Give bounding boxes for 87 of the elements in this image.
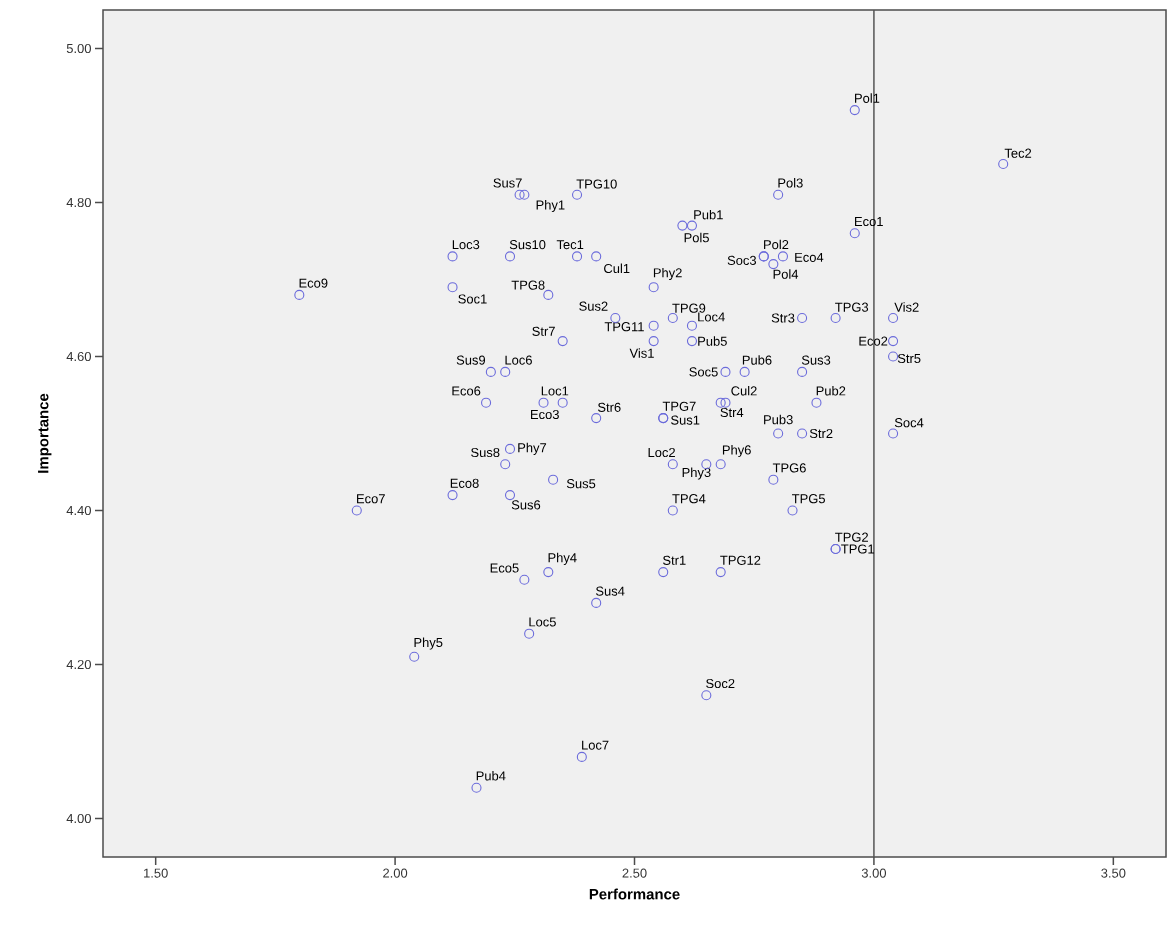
annotation: Sus6: [511, 500, 541, 510]
annotation: Phy3: [682, 467, 711, 480]
annotation: Str6: [597, 402, 621, 412]
annotation: TPG4: [672, 494, 706, 504]
annotation: Sus4: [595, 586, 625, 596]
annotation: Soc1: [458, 294, 487, 304]
annotation: Loc6: [505, 355, 532, 365]
annotation: Loc3: [452, 240, 480, 250]
x-tick-label: 2.00: [383, 868, 408, 878]
y-tick-label: 4.00: [66, 813, 91, 824]
annotation: Phy4: [548, 552, 577, 565]
annotation: Sus8: [471, 447, 500, 458]
annotation: Sus5: [566, 479, 596, 489]
annotation: Soc3: [727, 255, 757, 265]
annotation: Pol4: [773, 269, 799, 279]
annotation: TPG9: [672, 303, 706, 313]
annotation: Tec1: [556, 240, 584, 250]
annotation: Sus1: [671, 415, 700, 425]
annotation: Vis2: [894, 302, 919, 312]
annotation: Str5: [897, 353, 921, 364]
annotation: Str7: [532, 326, 555, 336]
annotation: TPG7: [662, 401, 696, 411]
annotation: Sus7: [493, 178, 522, 188]
annotation: Pub1: [694, 209, 723, 220]
annotation: Eco7: [357, 494, 385, 504]
y-tick-label: 4.80: [66, 197, 91, 208]
annotation: Pol1: [855, 93, 880, 103]
annotation: Sus9: [456, 355, 486, 365]
annotation: TPG6: [772, 463, 806, 473]
annotation: Pol3: [778, 178, 803, 188]
y-tick-label: 4.40: [66, 505, 91, 516]
annotation: Phy7: [518, 442, 547, 455]
annotation: TPG5: [792, 494, 825, 504]
annotation: TPG3: [835, 302, 869, 312]
y-tick-label: 4.20: [66, 659, 91, 670]
x-tick-label: 3.50: [1101, 868, 1126, 878]
annotation: Eco3: [531, 409, 559, 420]
annotation: Pub4: [476, 770, 506, 781]
annotation: Eco8: [450, 478, 479, 488]
annotation: Sus3: [801, 355, 831, 365]
annotation: TPG12: [720, 555, 761, 565]
annotation: Str3: [771, 313, 795, 323]
y-tick-label: 4.60: [66, 351, 91, 362]
annotation: Pol5: [684, 232, 709, 243]
y-axis-title: Importance: [38, 393, 52, 473]
annotation: Eco6: [452, 386, 481, 396]
annotation: Str2: [809, 428, 833, 439]
x-tick-label: 2.50: [622, 868, 647, 878]
x-tick-label: 1.50: [144, 868, 168, 878]
annotation: TPG1: [841, 544, 875, 554]
annotation: Loc2: [648, 447, 675, 458]
annotation: Str1: [663, 555, 686, 565]
annotation: Cul2: [731, 385, 757, 396]
annotation: Loc7: [582, 740, 609, 750]
annotation: Phy5: [414, 637, 443, 650]
annotation: Sus2: [579, 301, 608, 311]
annotation: Phy6: [722, 445, 751, 458]
annotation: Loc5: [529, 617, 556, 627]
annotation: Phy2: [653, 267, 682, 280]
annotation: Tec2: [1004, 148, 1032, 158]
annotation: Pub3: [764, 414, 793, 425]
annotation: Pub2: [816, 385, 846, 396]
annotation: Soc5: [689, 367, 718, 377]
annotation: Str4: [720, 407, 744, 418]
annotation: Pub5: [698, 336, 727, 346]
annotation: Pol2: [764, 239, 789, 250]
y-tick-label: 5.00: [66, 43, 91, 54]
annotation: Eco9: [299, 278, 328, 288]
annotation: Eco2: [859, 336, 888, 346]
annotation: Loc1: [541, 386, 569, 396]
annotation: TPG11: [604, 322, 644, 332]
annotation: Soc4: [894, 418, 924, 428]
annotation: Eco1: [855, 217, 883, 227]
annotation: Phy1: [536, 199, 565, 213]
annotation: TPG2: [835, 532, 868, 542]
annotation: TPG8: [511, 280, 545, 290]
x-tick-label: 3.00: [861, 868, 887, 878]
annotation: Soc2: [706, 678, 735, 689]
annotation: Eco5: [490, 563, 519, 573]
annotation: Eco4: [795, 252, 824, 262]
annotation: Loc4: [698, 312, 725, 322]
annotation: Vis1: [629, 348, 654, 358]
annotation: TPG10: [576, 179, 617, 189]
annotation: Sus10: [509, 240, 546, 250]
x-axis-title: Performance: [589, 888, 680, 900]
annotation: Cul1: [604, 263, 630, 274]
annotation: Pub6: [742, 355, 772, 365]
